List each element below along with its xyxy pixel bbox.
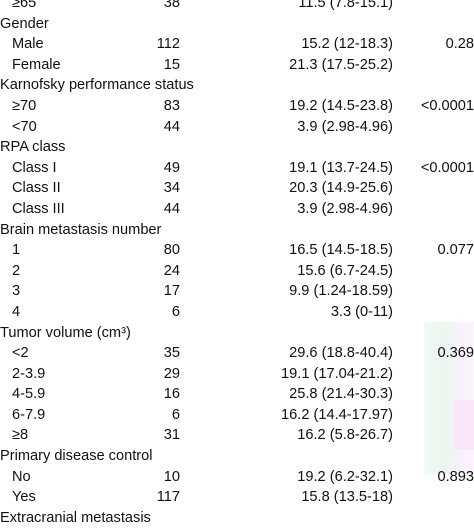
median-survival-cell: 15.2 (12-18.3) bbox=[301, 36, 393, 53]
median-survival-cell: 21.3 (17.5-25.2) bbox=[289, 56, 393, 73]
p-value-cell: 0.893 bbox=[437, 468, 474, 485]
row-label: 4 bbox=[12, 303, 21, 320]
row-label: <70 bbox=[12, 118, 37, 135]
table-section-header: RPA class bbox=[0, 137, 474, 158]
table-section-header: Primary disease control bbox=[0, 446, 474, 467]
table-row: 6-7.9 6 16.2 (14.4-17.97) bbox=[0, 405, 474, 426]
median-survival-cell: 19.1 (13.7-24.5) bbox=[289, 159, 393, 176]
table-row: 2-3.9 29 19.1 (17.04-21.2) bbox=[0, 364, 474, 385]
median-survival-cell: 15.6 (6.7-24.5) bbox=[297, 262, 393, 279]
row-label: 3 bbox=[12, 283, 21, 300]
table-row: Class I 49 19.1 (13.7-24.5) <0.0001 bbox=[0, 158, 474, 179]
table-section-header: Karnofsky performance status bbox=[0, 75, 474, 96]
patient-count-cell: 112 bbox=[156, 36, 180, 53]
row-label: Male bbox=[12, 36, 44, 53]
patient-count-cell: 117 bbox=[156, 489, 180, 506]
median-survival-cell: 3.9 (2.98-4.96) bbox=[297, 118, 393, 135]
row-label: Class III bbox=[12, 200, 65, 217]
patient-count-cell: 6 bbox=[171, 406, 180, 423]
section-label: Tumor volume (cm³) bbox=[0, 324, 131, 341]
table-row: <2 35 29.6 (18.8-40.4) 0.369 bbox=[0, 343, 474, 364]
table-row: No 10 19.2 (6.2-32.1) 0.893 bbox=[0, 467, 474, 488]
patient-count-cell: 17 bbox=[163, 283, 180, 300]
row-label: 2 bbox=[12, 262, 21, 279]
median-survival-cell: 3.3 (0-11) bbox=[330, 303, 393, 320]
patient-count-cell: 35 bbox=[163, 345, 180, 362]
row-label: 1 bbox=[12, 242, 21, 259]
table-section-header: Brain metastasis number bbox=[0, 220, 474, 241]
patient-count-cell: 15 bbox=[163, 56, 180, 73]
row-label: 2-3.9 bbox=[12, 365, 46, 382]
patient-count-cell: 24 bbox=[163, 262, 180, 279]
table-row: 4-5.9 16 25.8 (21.4-30.3) bbox=[0, 384, 474, 405]
median-survival-cell: 19.2 (6.2-32.1) bbox=[297, 468, 393, 485]
median-survival-cell: 20.3 (14.9-25.6) bbox=[289, 180, 393, 197]
patient-count-cell: 29 bbox=[163, 365, 180, 382]
median-survival-cell: 3.9 (2.98-4.96) bbox=[297, 200, 393, 217]
row-label: ≥65 bbox=[12, 0, 37, 11]
p-value-cell: 0.077 bbox=[437, 242, 474, 259]
median-survival-cell: 16.2 (5.8-26.7) bbox=[297, 427, 393, 444]
p-value-cell: 0.369 bbox=[437, 345, 474, 362]
median-survival-cell: 16.2 (14.4-17.97) bbox=[281, 406, 393, 423]
row-label: No bbox=[12, 468, 31, 485]
p-value-cell: <0.0001 bbox=[420, 97, 474, 114]
median-survival-cell: 9.9 (1.24-18.59) bbox=[289, 283, 393, 300]
table-row: Female 15 21.3 (17.5-25.2) bbox=[0, 55, 474, 76]
table-section-header: Extracranial metastasis bbox=[0, 508, 474, 528]
section-label: Extracranial metastasis bbox=[0, 509, 151, 526]
row-label: Class I bbox=[12, 159, 57, 176]
row-label: Yes bbox=[12, 489, 36, 506]
section-label: RPA class bbox=[0, 139, 66, 156]
median-survival-cell: 15.8 (13.5-18) bbox=[301, 489, 393, 506]
patient-count-cell: 49 bbox=[163, 159, 180, 176]
section-label: Karnofsky performance status bbox=[0, 77, 194, 94]
table-row: ≥8 31 16.2 (5.8-26.7) bbox=[0, 425, 474, 446]
row-label: 6-7.9 bbox=[12, 406, 46, 423]
section-label: Primary disease control bbox=[0, 448, 153, 465]
row-label: ≥70 bbox=[12, 97, 37, 114]
patient-count-cell: 6 bbox=[171, 303, 180, 320]
table-row: ≥65 38 11.5 (7.8-15.1) bbox=[0, 0, 474, 14]
median-survival-cell: 29.6 (18.8-40.4) bbox=[289, 345, 393, 362]
row-label: <2 bbox=[12, 345, 29, 362]
table-row: Class II 34 20.3 (14.9-25.6) bbox=[0, 178, 474, 199]
p-value-cell: 0.28 bbox=[445, 36, 474, 53]
table-row: 4 6 3.3 (0-11) bbox=[0, 302, 474, 323]
table-section-header: Gender bbox=[0, 14, 474, 35]
patient-count-cell: 80 bbox=[163, 242, 180, 259]
median-survival-cell: 11.5 (7.8-15.1) bbox=[298, 0, 393, 11]
section-label: Gender bbox=[0, 15, 49, 32]
patient-count-cell: 44 bbox=[163, 118, 180, 135]
patient-count-cell: 34 bbox=[163, 180, 180, 197]
median-survival-cell: 19.1 (17.04-21.2) bbox=[281, 365, 393, 382]
p-value-cell: <0.0001 bbox=[420, 159, 474, 176]
table-row: 1 80 16.5 (14.5-18.5) 0.077 bbox=[0, 240, 474, 261]
table-row: ≥70 83 19.2 (14.5-23.8) <0.0001 bbox=[0, 96, 474, 117]
median-survival-cell: 16.5 (14.5-18.5) bbox=[289, 242, 393, 259]
table-row: <70 44 3.9 (2.98-4.96) bbox=[0, 117, 474, 138]
patient-count-cell: 38 bbox=[163, 0, 180, 11]
patient-count-cell: 83 bbox=[163, 97, 180, 114]
table-row: 3 17 9.9 (1.24-18.59) bbox=[0, 281, 474, 302]
table-row: 2 24 15.6 (6.7-24.5) bbox=[0, 261, 474, 282]
median-survival-cell: 19.2 (14.5-23.8) bbox=[289, 97, 393, 114]
row-label: Class II bbox=[12, 180, 61, 197]
background-accent-block bbox=[454, 400, 474, 450]
section-label: Brain metastasis number bbox=[0, 221, 162, 238]
table-row: Yes 117 15.8 (13.5-18) bbox=[0, 487, 474, 508]
row-label: 4-5.9 bbox=[12, 386, 46, 403]
patient-count-cell: 44 bbox=[163, 200, 180, 217]
patient-count-cell: 31 bbox=[163, 427, 180, 444]
median-survival-cell: 25.8 (21.4-30.3) bbox=[289, 386, 393, 403]
table-section-header: Tumor volume (cm³) bbox=[0, 323, 474, 344]
row-label: Female bbox=[12, 56, 61, 73]
table-row: Class III 44 3.9 (2.98-4.96) bbox=[0, 199, 474, 220]
row-label: ≥8 bbox=[12, 427, 29, 444]
table-row: Male 112 15.2 (12-18.3) 0.28 bbox=[0, 34, 474, 55]
patient-count-cell: 10 bbox=[163, 468, 180, 485]
patient-count-cell: 16 bbox=[163, 386, 180, 403]
